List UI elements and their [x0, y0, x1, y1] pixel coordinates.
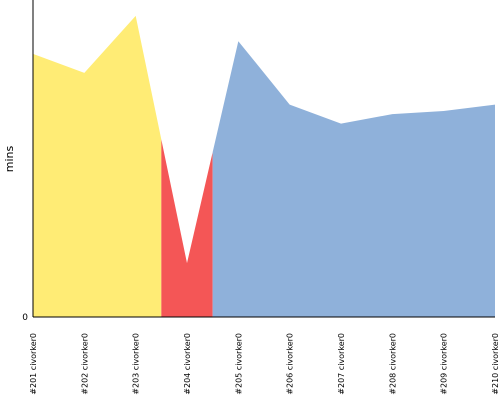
x-tick-label: #207 civorker0 — [337, 333, 346, 395]
x-tick-label: #202 civorker0 — [80, 333, 89, 395]
x-tick-labels: #201 civorker0 #202 civorker0 #203 civorke… — [29, 333, 500, 395]
x-tick-label: #208 civorker0 — [388, 333, 397, 395]
y-tick-labels: 0 — [22, 313, 28, 323]
y-axis-label: mins — [3, 145, 16, 172]
x-tick-label: #204 civorker0 — [183, 333, 192, 395]
x-tick-label: #210 civorker0 — [491, 333, 500, 395]
y-tick-label: 0 — [22, 313, 28, 323]
x-tick-label: #201 civorker0 — [29, 333, 38, 395]
x-tick-label: #205 civorker0 — [234, 333, 243, 395]
x-tick-label: #209 civorker0 — [440, 333, 449, 395]
area-segment-unstable — [33, 15, 162, 317]
x-tick-label: #203 civorker0 — [132, 333, 141, 395]
area-segment-failed — [161, 139, 213, 317]
x-tick-label: #206 civorker0 — [286, 333, 295, 395]
area-series — [33, 15, 495, 318]
area-segment-success — [212, 41, 495, 318]
